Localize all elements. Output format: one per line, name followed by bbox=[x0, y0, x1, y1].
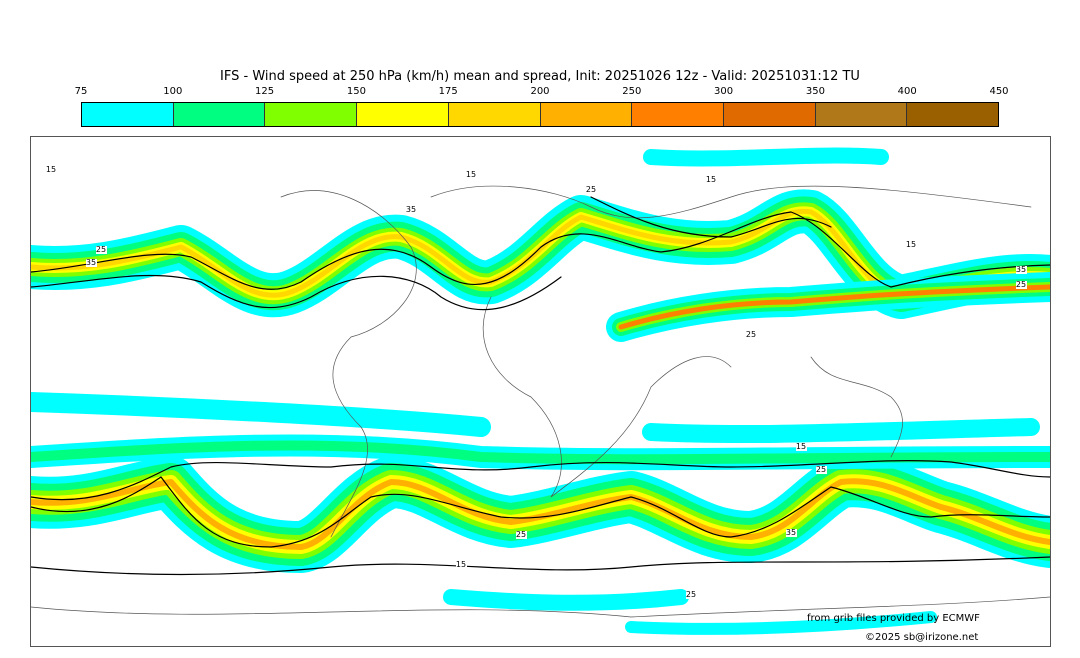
jet-band-75 bbox=[31, 392, 491, 437]
colorbar-tick-labels: 75 100 125 150 175 200 250 300 350 400 450 bbox=[75, 86, 1009, 98]
colorbar-tick-label: 75 bbox=[74, 86, 88, 97]
colorbar-swatch bbox=[82, 103, 174, 126]
contour-label: 35 bbox=[1016, 265, 1026, 274]
copyright-credit: ©2025 sb@irizone.net bbox=[865, 632, 979, 643]
colorbar-swatch bbox=[815, 103, 908, 126]
contour-label: 35 bbox=[406, 205, 416, 214]
colorbar-tick-label: 100 bbox=[163, 86, 183, 97]
contour-label: 15 bbox=[796, 442, 806, 451]
colorbar-tick-label: 125 bbox=[255, 86, 275, 97]
colorbar-swatch bbox=[265, 103, 358, 126]
jet-band-250 bbox=[618, 284, 1050, 330]
jet-stream-bands bbox=[31, 147, 1050, 635]
jet-band-75 bbox=[443, 589, 689, 611]
jet-band-75 bbox=[643, 147, 889, 167]
colorbar-tick-label: 175 bbox=[438, 86, 458, 97]
jet-band-100 bbox=[31, 440, 1050, 465]
contour-label: 15 bbox=[706, 175, 716, 184]
colorbar-tick-label: 250 bbox=[622, 86, 642, 97]
wind-speed-map[interactable]: 15 25 35 15 25 35 15 25 35 15 25 15 25 35 25 15 25 bbox=[30, 136, 1051, 647]
colorbar-swatch bbox=[540, 103, 633, 126]
jet-band-200 bbox=[31, 478, 1050, 550]
colorbar-tick-label: 200 bbox=[530, 86, 550, 97]
contour-label: 25 bbox=[516, 530, 526, 539]
coastlines bbox=[31, 185, 1050, 618]
jet-band-75 bbox=[642, 418, 1040, 444]
contour-label: 25 bbox=[96, 245, 106, 254]
contour-label: 15 bbox=[46, 165, 56, 174]
colorbar-swatch bbox=[907, 103, 999, 126]
colorbar-tick-label: 300 bbox=[714, 86, 734, 97]
contour-label: 25 bbox=[746, 330, 756, 339]
colorbar-swatch bbox=[448, 103, 541, 126]
colorbar-tick-label: 400 bbox=[897, 86, 917, 97]
colorbar-tick-label: 350 bbox=[805, 86, 825, 97]
colorbar-swatch bbox=[357, 103, 449, 126]
chart-title: IFS - Wind speed at 250 hPa (km/h) mean … bbox=[220, 69, 860, 84]
contour-label: 35 bbox=[786, 528, 796, 537]
contour-label: 15 bbox=[466, 170, 476, 179]
contour-label: 25 bbox=[586, 185, 596, 194]
contour-label: 15 bbox=[906, 240, 916, 249]
colorbar-tick-label: 450 bbox=[989, 86, 1009, 97]
colorbar-swatch bbox=[723, 103, 816, 126]
colorbar-swatch bbox=[173, 103, 266, 126]
contour-label: 15 bbox=[456, 560, 466, 569]
colorbar-tick-label: 150 bbox=[346, 86, 366, 97]
contour-label: 25 bbox=[686, 590, 696, 599]
contour-label: 35 bbox=[86, 258, 96, 267]
contour-lines bbox=[31, 196, 1050, 576]
source-credit: from grib files provided by ECMWF bbox=[807, 613, 980, 624]
contour-label: 25 bbox=[816, 465, 826, 474]
contour-label: 25 bbox=[1016, 280, 1026, 289]
colorbar-swatch bbox=[632, 103, 724, 126]
jet-band-75 bbox=[625, 611, 937, 635]
colorbar bbox=[81, 102, 999, 127]
